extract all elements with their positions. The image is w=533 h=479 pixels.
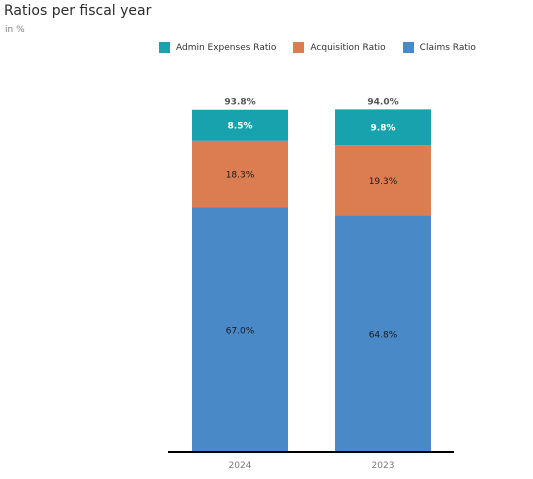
x-tick-label-2023: 2023: [372, 461, 395, 471]
bar-segment-claims-ratio-2024[interactable]: [192, 207, 288, 452]
data-label-admin-expenses-ratio-2024: 8.5%: [228, 122, 253, 132]
x-tick-label-2024: 2024: [229, 461, 252, 471]
legend-swatch-acquisition: [293, 42, 305, 53]
legend-label-admin: Admin Expenses Ratio: [176, 42, 277, 53]
legend-swatch-claims: [402, 42, 414, 53]
data-label-admin-expenses-ratio-2023: 9.8%: [371, 124, 396, 134]
chart-legend: Admin Expenses Ratio Acquisition Ratio C…: [159, 42, 476, 53]
legend-item-admin[interactable]: Admin Expenses Ratio: [159, 42, 276, 53]
total-label-2024: 93.8%: [224, 98, 255, 108]
chart-subtitle: in %: [5, 25, 25, 35]
data-label-claims-ratio-2023: 64.8%: [369, 330, 398, 340]
legend-swatch-admin: [159, 42, 170, 53]
chart-title: Ratios per fiscal year: [4, 3, 152, 19]
total-label-2023: 94.0%: [367, 97, 398, 107]
bar-segment-admin-expenses-ratio-2024[interactable]: [192, 109, 288, 141]
bar-segment-claims-ratio-2023[interactable]: [335, 215, 431, 452]
bar-segment-admin-expenses-ratio-2023[interactable]: [335, 109, 431, 146]
bar-segment-acquisition-ratio-2023[interactable]: [335, 145, 431, 216]
data-label-acquisition-ratio-2024: 18.3%: [226, 171, 255, 181]
legend-item-acquisition[interactable]: Acquisition Ratio: [293, 42, 386, 53]
legend-item-claims[interactable]: Claims Ratio: [402, 42, 476, 53]
legend-label-claims: Claims Ratio: [419, 42, 476, 53]
legend-label-acquisition: Acquisition Ratio: [310, 42, 386, 53]
data-label-acquisition-ratio-2023: 19.3%: [369, 177, 398, 187]
data-label-claims-ratio-2024: 67.0%: [226, 326, 255, 336]
bar-segment-acquisition-ratio-2024[interactable]: [192, 140, 288, 208]
